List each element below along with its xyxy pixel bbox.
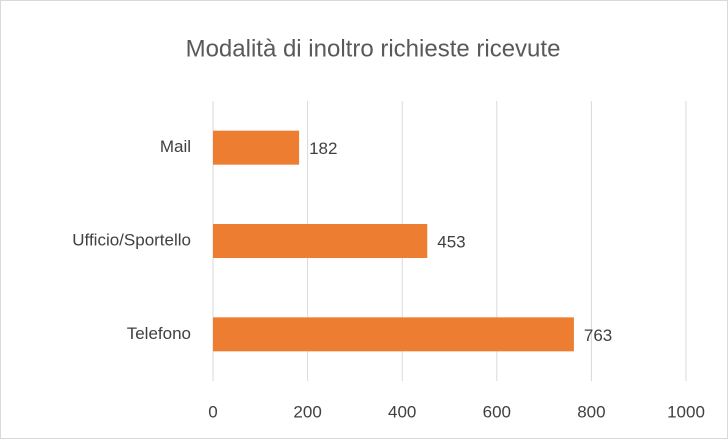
x-tick-label: 800 <box>577 402 605 421</box>
x-tick-label: 200 <box>293 402 321 421</box>
bar <box>213 130 300 165</box>
data-label: 763 <box>584 326 612 345</box>
x-tick-label: 0 <box>208 402 217 421</box>
data-label: 182 <box>309 139 337 158</box>
x-tick-label: 400 <box>388 402 416 421</box>
bar <box>213 317 574 352</box>
chart-title: Modalità di inoltro richieste ricevute <box>186 35 561 62</box>
x-tick-label: 600 <box>483 402 511 421</box>
y-tick-label: Ufficio/Sportello <box>72 230 191 249</box>
y-tick-label: Telefono <box>127 324 191 343</box>
bar <box>213 224 428 258</box>
data-label: 453 <box>437 232 465 251</box>
x-tick-label: 1000 <box>667 402 705 421</box>
y-tick-label: Mail <box>160 137 191 156</box>
